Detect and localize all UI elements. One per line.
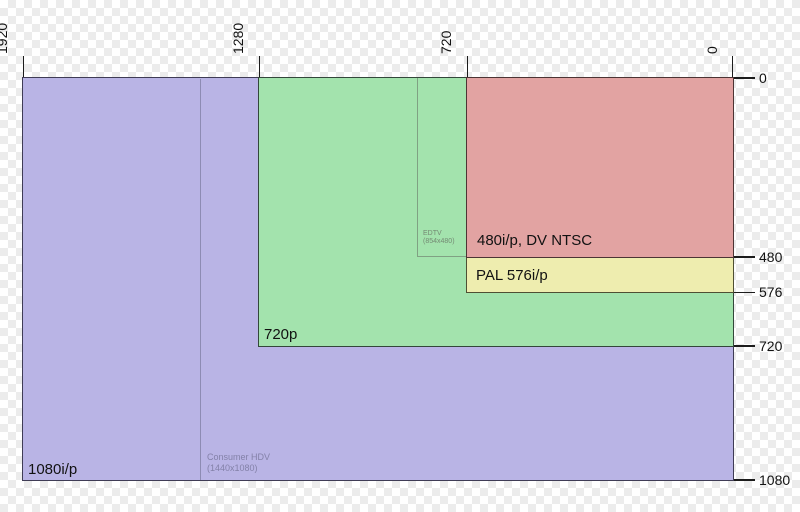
label-720p: 720p	[264, 325, 298, 343]
axis-label-right-0: 0	[759, 70, 767, 86]
axis-label-top-1920: 1920	[0, 22, 10, 54]
edtv-resolution: (854x480)	[423, 237, 455, 245]
tick-top-1280	[258, 56, 260, 77]
tick-right-480	[734, 256, 755, 258]
axis-label-top-720: 720	[438, 30, 454, 54]
axis-label-top-1280: 1280	[230, 22, 246, 54]
consumer-hdv-boundary-line	[199, 78, 201, 480]
label-edtv: EDTV (854x480)	[423, 230, 455, 245]
hdv-name: Consumer HDV	[207, 451, 271, 462]
tick-top-0	[732, 56, 734, 77]
tick-right-0	[734, 77, 755, 79]
tick-right-1080	[734, 479, 755, 481]
axis-label-right-576: 576	[759, 284, 783, 300]
tick-top-1920	[22, 56, 24, 77]
axis-label-right-720: 720	[759, 337, 783, 354]
edtv-name: EDTV	[423, 230, 442, 237]
tick-right-720	[734, 345, 755, 347]
tick-top-720	[466, 56, 468, 77]
label-consumer-hdv: Consumer HDV (1440x1080)	[207, 452, 270, 475]
axis-label-right-480: 480	[759, 248, 783, 265]
label-1080ip: 1080i/p	[28, 460, 78, 478]
label-pal-576i: PAL 576i/p	[476, 266, 548, 284]
axis-label-right-1080: 1080	[759, 471, 791, 488]
hdv-resolution: (1440x1080)	[207, 463, 258, 473]
rect-ntsc-480	[466, 77, 734, 258]
label-480i-dv-ntsc: 480i/p, DV NTSC	[477, 231, 593, 249]
axis-label-top-0: 0	[704, 46, 720, 54]
tick-right-576	[734, 291, 755, 294]
